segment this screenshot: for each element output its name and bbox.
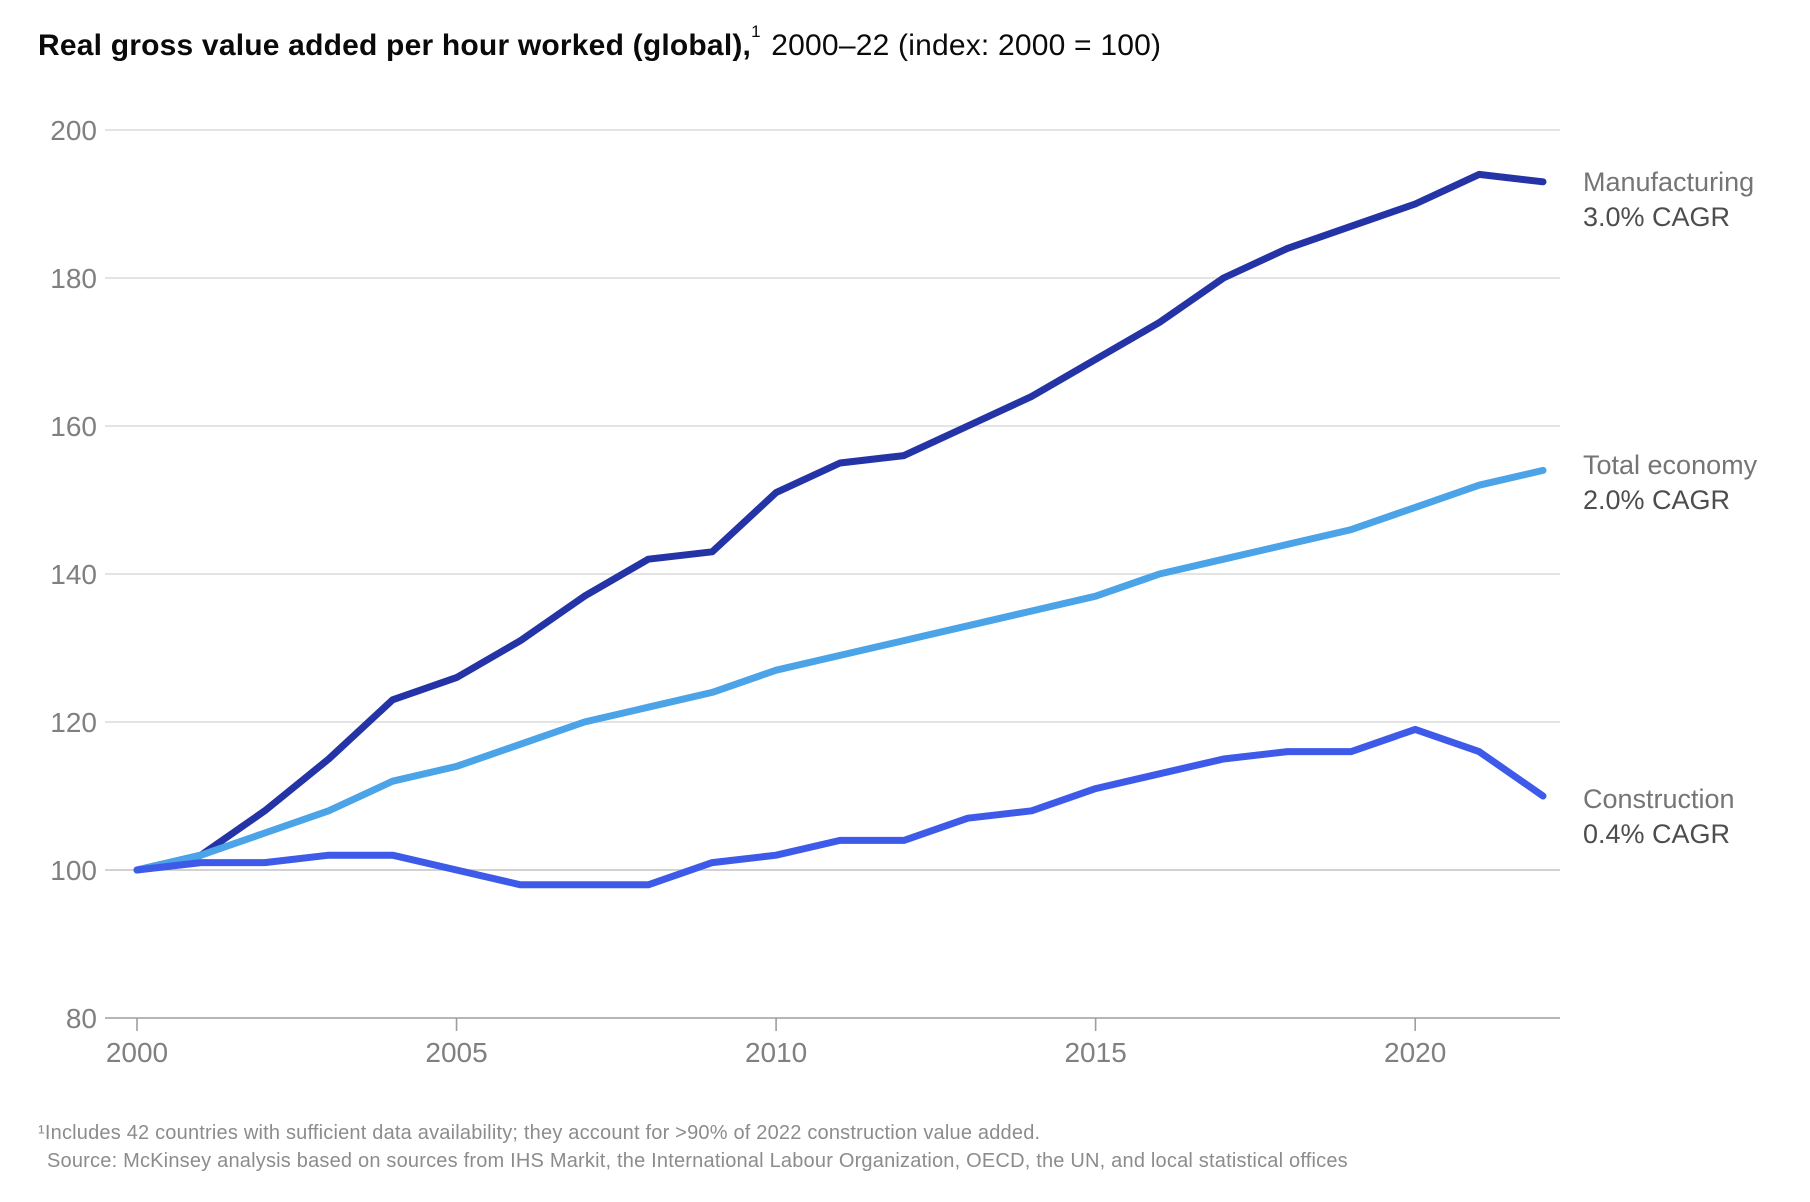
x-axis-label-2000: 2000 [106, 1037, 168, 1068]
legend-construction-cagr: 0.4% CAGR [1583, 819, 1731, 849]
footnote-source: Source: McKinsey analysis based on sourc… [47, 1150, 1348, 1172]
series-line-construction [133, 725, 1547, 889]
y-axis-label-180: 180 [50, 263, 97, 294]
legend-total-economy: Total economy 2.0% CAGR [1583, 448, 1757, 518]
legend-total-economy-cagr: 2.0% CAGR [1583, 485, 1731, 515]
y-axis-label-160: 160 [50, 411, 97, 442]
x-axis-label-2015: 2015 [1064, 1037, 1126, 1068]
title-footnote-marker: 1 [751, 22, 761, 41]
footnote-definition: ¹Includes 42 countries with sufficient d… [38, 1122, 1041, 1144]
y-axis-label-80: 80 [66, 1003, 97, 1034]
legend-manufacturing-cagr: 3.0% CAGR [1583, 202, 1731, 232]
x-axis-label-2020: 2020 [1384, 1037, 1446, 1068]
y-axis-label-140: 140 [50, 559, 97, 590]
y-axis-label-120: 120 [50, 707, 97, 738]
legend-manufacturing-name: Manufacturing [1583, 167, 1755, 197]
x-axis-label-2010: 2010 [745, 1037, 807, 1068]
y-axis-label-200: 200 [50, 115, 97, 146]
legend-construction-name: Construction [1583, 784, 1735, 814]
series-line-total-economy [133, 466, 1547, 874]
x-axis-label-2005: 2005 [425, 1037, 487, 1068]
legend-total-economy-name: Total economy [1583, 450, 1758, 480]
chart-title-regular: 2000–22 (index: 2000 = 100) [771, 29, 1162, 62]
chart-title-bold: Real gross value added per hour worked (… [38, 29, 752, 62]
y-axis-label-100: 100 [50, 855, 97, 886]
legend-manufacturing: Manufacturing 3.0% CAGR [1583, 165, 1754, 235]
series-line-manufacturing [133, 170, 1547, 874]
legend-construction: Construction 0.4% CAGR [1583, 782, 1735, 852]
chart-title: Real gross value added per hour worked (… [38, 22, 1161, 63]
